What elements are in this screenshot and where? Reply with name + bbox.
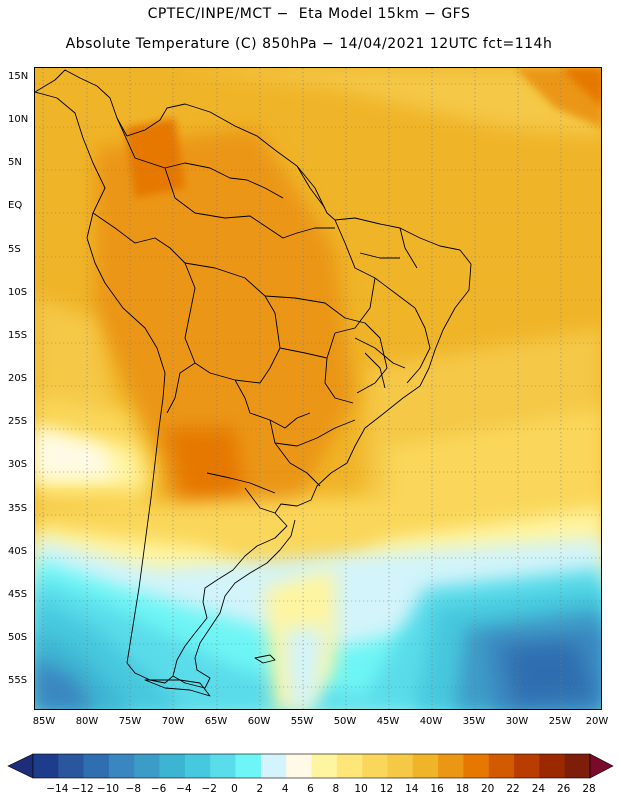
temperature-map [35,68,601,709]
map-subtitle: Absolute Temperature (C) 850hPa − 14/04/… [65,36,553,52]
lon-label: 45W [376,716,400,727]
lon-label: 50W [333,716,357,727]
colorbar-tick-label: 4 [281,783,289,795]
lon-label: 30W [505,716,529,727]
lat-label: 10N [8,114,29,125]
lat-label: 15S [8,330,28,341]
lon-label: 55W [290,716,314,727]
lat-label: 15N [8,71,29,82]
temperature-field [35,68,601,709]
colorbar-tick-label: −14 [46,783,69,795]
colorbar-swatch [184,754,211,778]
map-panel [34,67,602,710]
colorbar-tick-label: 6 [307,783,314,795]
lon-label: 80W [75,716,99,727]
colorbar-swatch [83,754,110,778]
coastline-and-borders [35,69,472,697]
colorbar-over-arrow [589,753,614,779]
colorbar-tick-label: 2 [256,783,264,795]
colorbar-swatch [33,754,59,778]
colorbar-swatch [210,754,236,778]
lat-label: 30S [8,459,28,470]
colorbar-swatch [412,754,439,778]
lon-label: 75W [118,716,142,727]
colorbar-tick-label: 18 [455,783,470,795]
colorbar-tick-label: 24 [531,783,546,795]
colorbar-tick-label: 26 [557,783,571,795]
lon-label: 25W [548,716,572,727]
colorbar-swatch [260,754,287,778]
colorbar-tick-label: 22 [506,783,520,795]
colorbar-tick-label: −6 [150,783,167,795]
colorbar-swatch [362,754,388,778]
colorbar-swatch [134,754,160,778]
dotted-graticule [35,68,601,709]
colorbar-swatch [488,754,515,778]
colorbar-tick-label: −12 [71,783,94,795]
colorbar-swatch [387,754,414,778]
colorbar-swatch [311,754,338,778]
colorbar-swatch [539,754,565,778]
lat-label: 10S [8,287,28,298]
lat-label: 25S [8,416,28,427]
colorbar-tick-label: 0 [231,783,238,795]
colorbar-tick-label: −10 [96,783,120,795]
lat-label: 40S [8,546,28,557]
lat-label: 5N [8,157,22,168]
lat-label: 45S [8,589,28,600]
colorbar-swatch [564,754,591,778]
colorbar-tick-label: 8 [332,783,340,795]
colorbar-swatch [286,754,312,778]
colorbar-swatch [58,754,84,778]
colorbar-tick-label: 10 [354,783,368,795]
lon-label: 65W [204,716,228,727]
colorbar-tick-label: 12 [379,783,394,795]
colorbar-tick-label: 28 [582,783,596,795]
colorbar-tick-label: −4 [176,783,192,795]
color-scale-bar [7,753,614,779]
lon-label: 60W [247,716,271,727]
colorbar-under-arrow [7,753,34,779]
lat-label: 50S [8,632,28,643]
colorbar-tick-label: 14 [405,783,419,795]
lon-label: 70W [161,716,185,727]
lat-label: 55S [8,675,28,686]
lat-label: 20S [8,373,28,384]
lon-label: 35W [462,716,486,727]
colorbar-tick-label: −8 [125,783,142,795]
lat-label: 5S [8,244,21,255]
colorbar-tick-label: 16 [430,783,444,795]
colorbar-swatch [235,754,262,778]
lon-label: 85W [32,716,56,727]
lat-label: 35S [8,503,28,514]
colorbar-swatch [108,754,135,778]
map-title: CPTEC/INPE/MCT − Eta Model 15km − GFS [147,6,471,22]
lon-label: 20W [585,716,609,727]
colorbar-swatch [463,754,490,778]
colorbar-tick-label: −2 [201,783,217,795]
lat-label: EQ [8,200,23,211]
colorbar-swatch [514,754,540,778]
colorbar-tick-label: 20 [481,783,495,795]
colorbar-swatch [159,754,186,778]
colorbar-swatch [438,754,464,778]
colorbar-swatch [336,754,363,778]
lon-label: 40W [419,716,443,727]
